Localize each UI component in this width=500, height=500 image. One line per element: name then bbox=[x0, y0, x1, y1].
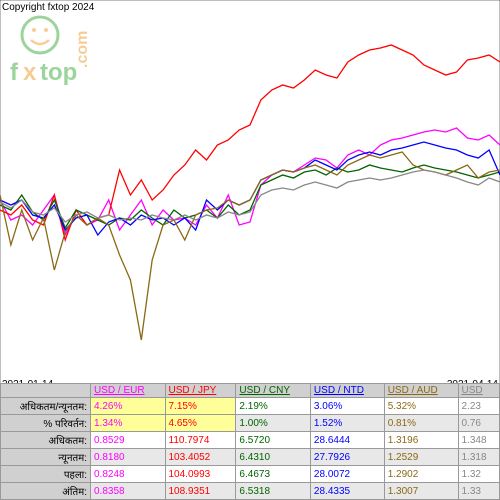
cell: 103.4052 bbox=[165, 449, 236, 466]
col-header[interactable]: USD / CNY bbox=[236, 384, 311, 398]
table-row: अधिकतम:0.8529110.79746.572028.64441.3196… bbox=[1, 432, 500, 449]
cell: 1.33 bbox=[458, 483, 500, 500]
cell: 0.8180 bbox=[91, 449, 166, 466]
cell: 1.318 bbox=[458, 449, 500, 466]
cell: 1.3007 bbox=[384, 483, 458, 500]
svg-text:x: x bbox=[23, 59, 37, 86]
cell: 1.3196 bbox=[384, 432, 458, 449]
cell: 1.34% bbox=[91, 415, 166, 432]
svg-text:top: top bbox=[40, 59, 77, 86]
cell: 6.5720 bbox=[236, 432, 311, 449]
row-label: अंतिम: bbox=[1, 483, 91, 500]
cell: 6.4673 bbox=[236, 466, 311, 483]
col-header[interactable]: USD / NTD bbox=[310, 384, 384, 398]
series-USD-AUD bbox=[0, 152, 500, 340]
row-label: अधिकतम: bbox=[1, 432, 91, 449]
cell: 4.65% bbox=[165, 415, 236, 432]
col-header[interactable]: USD / JPY bbox=[165, 384, 236, 398]
copyright-text: Copyright fxtop 2024 bbox=[2, 2, 94, 13]
table-row: USD / EURUSD / JPYUSD / CNYUSD / NTDUSD … bbox=[1, 384, 500, 398]
cell: 1.2529 bbox=[384, 449, 458, 466]
cell: 104.0993 bbox=[165, 466, 236, 483]
cell: 5.32% bbox=[384, 398, 458, 415]
cell: 1.2902 bbox=[384, 466, 458, 483]
row-label: न्यूनतम: bbox=[1, 449, 91, 466]
cell: 7.15% bbox=[165, 398, 236, 415]
table-row: % परिवर्तन:1.34%4.65%1.00%1.52%0.81%0.76 bbox=[1, 415, 500, 432]
cell: 2.23 bbox=[458, 398, 500, 415]
row-label: अधिकतम/न्यूनतम: bbox=[1, 398, 91, 415]
cell: 1.348 bbox=[458, 432, 500, 449]
cell: 0.8248 bbox=[91, 466, 166, 483]
cell: 6.5318 bbox=[236, 483, 311, 500]
cell: 0.76 bbox=[458, 415, 500, 432]
row-label: % परिवर्तन: bbox=[1, 415, 91, 432]
cell: 27.7926 bbox=[310, 449, 384, 466]
table-row: न्यूनतम:0.8180103.40526.431027.79261.252… bbox=[1, 449, 500, 466]
cell: 0.81% bbox=[384, 415, 458, 432]
table-row: पहला:0.8248104.09936.467328.00721.29021.… bbox=[1, 466, 500, 483]
cell: 1.00% bbox=[236, 415, 311, 432]
cell: 0.8358 bbox=[91, 483, 166, 500]
cell: 28.6444 bbox=[310, 432, 384, 449]
col-header[interactable]: USD / AUD bbox=[384, 384, 458, 398]
col-header[interactable]: USD / EUR bbox=[91, 384, 166, 398]
svg-text:.com: .com bbox=[74, 31, 91, 68]
cell: 108.9351 bbox=[165, 483, 236, 500]
row-label bbox=[1, 384, 91, 398]
cell: 28.0072 bbox=[310, 466, 384, 483]
table-row: अंतिम:0.8358108.93516.531828.43351.30071… bbox=[1, 483, 500, 500]
cell: 0.8529 bbox=[91, 432, 166, 449]
cell: 110.7974 bbox=[165, 432, 236, 449]
table-row: अधिकतम/न्यूनतम:4.26%7.15%2.19%3.06%5.32%… bbox=[1, 398, 500, 415]
row-label: पहला: bbox=[1, 466, 91, 483]
col-header[interactable]: USD bbox=[458, 384, 500, 398]
cell: 2.19% bbox=[236, 398, 311, 415]
cell: 6.4310 bbox=[236, 449, 311, 466]
logo-svg: f x top .com bbox=[5, 10, 115, 105]
cell: 28.4335 bbox=[310, 483, 384, 500]
svg-text:f: f bbox=[10, 59, 19, 86]
cell: 3.06% bbox=[310, 398, 384, 415]
currency-table: USD / EURUSD / JPYUSD / CNYUSD / NTDUSD … bbox=[0, 383, 500, 500]
cell: 4.26% bbox=[91, 398, 166, 415]
fxtop-logo: f x top .com bbox=[5, 10, 115, 108]
cell: 1.52% bbox=[310, 415, 384, 432]
cell: 1.32 bbox=[458, 466, 500, 483]
